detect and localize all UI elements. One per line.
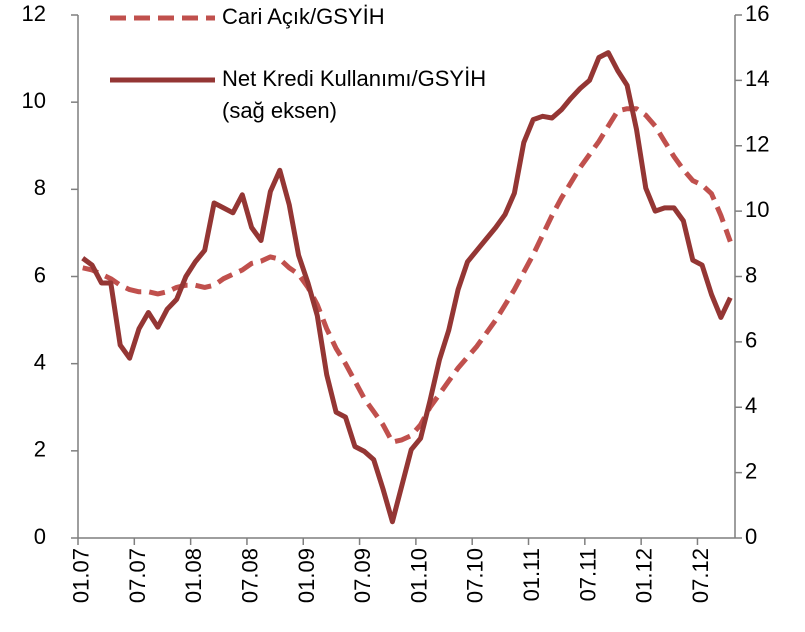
y2-tick-label: 16 bbox=[745, 1, 769, 26]
y-tick-label: 2 bbox=[34, 437, 46, 462]
x-tick-label: 07.07 bbox=[125, 548, 150, 603]
x-tick-label: 07.08 bbox=[237, 548, 262, 603]
y2-tick-label: 6 bbox=[745, 328, 757, 353]
line-series bbox=[81, 50, 733, 525]
x-tick-label: 01.12 bbox=[632, 548, 657, 603]
x-tick-label: 01.09 bbox=[294, 548, 319, 603]
y-tick-label: 0 bbox=[34, 524, 46, 549]
line-series bbox=[82, 106, 733, 445]
x-tick-label: 07.12 bbox=[688, 548, 713, 603]
y2-tick-label: 0 bbox=[745, 524, 757, 549]
y2-tick-label: 2 bbox=[745, 458, 757, 483]
y-tick-label: 12 bbox=[22, 1, 46, 26]
x-tick-label: 01.10 bbox=[406, 548, 431, 603]
x-tick-label: 07.09 bbox=[350, 548, 375, 603]
y2-tick-label: 14 bbox=[745, 66, 769, 91]
y-tick-label: 6 bbox=[34, 262, 46, 287]
x-tick-label: 01.11 bbox=[519, 548, 544, 601]
y2-tick-label: 10 bbox=[745, 197, 769, 222]
y-tick-label: 8 bbox=[34, 175, 46, 200]
x-tick-label: 01.07 bbox=[69, 548, 94, 603]
legend-label: Cari Açık/GSYİH bbox=[222, 4, 385, 29]
y-tick-label: 4 bbox=[34, 349, 46, 374]
y-tick-label: 10 bbox=[22, 88, 46, 113]
y2-tick-label: 4 bbox=[745, 393, 757, 418]
legend-note: (sağ eksen) bbox=[222, 98, 337, 123]
y2-tick-label: 12 bbox=[745, 132, 769, 157]
x-tick-label: 07.11 bbox=[575, 548, 600, 601]
x-tick-label: 01.08 bbox=[181, 548, 206, 603]
legend-label: Net Kredi Kullanımı/GSYİH bbox=[222, 66, 486, 91]
x-tick-label: 07.10 bbox=[463, 548, 488, 603]
y2-tick-label: 8 bbox=[745, 262, 757, 287]
